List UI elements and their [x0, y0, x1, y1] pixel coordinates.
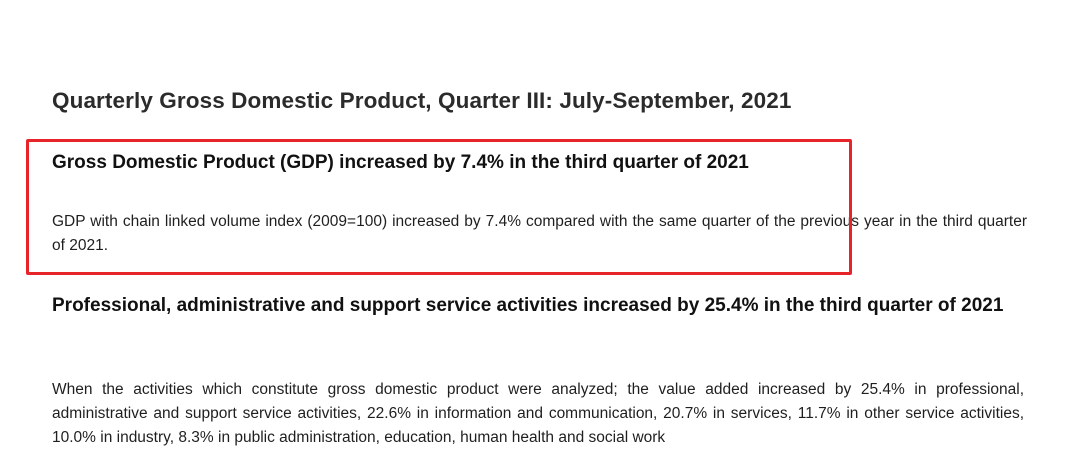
section-paragraph-gdp: GDP with chain linked volume index (2009… — [52, 213, 1027, 254]
section-paragraph-activities: When the activities which constitute gro… — [52, 381, 1024, 446]
page-title: Quarterly Gross Domestic Product, Quarte… — [52, 88, 792, 113]
section-heading-gdp: Gross Domestic Product (GDP) increased b… — [52, 152, 749, 173]
section-heading-professional-activities: Professional, administrative and support… — [52, 295, 1004, 316]
